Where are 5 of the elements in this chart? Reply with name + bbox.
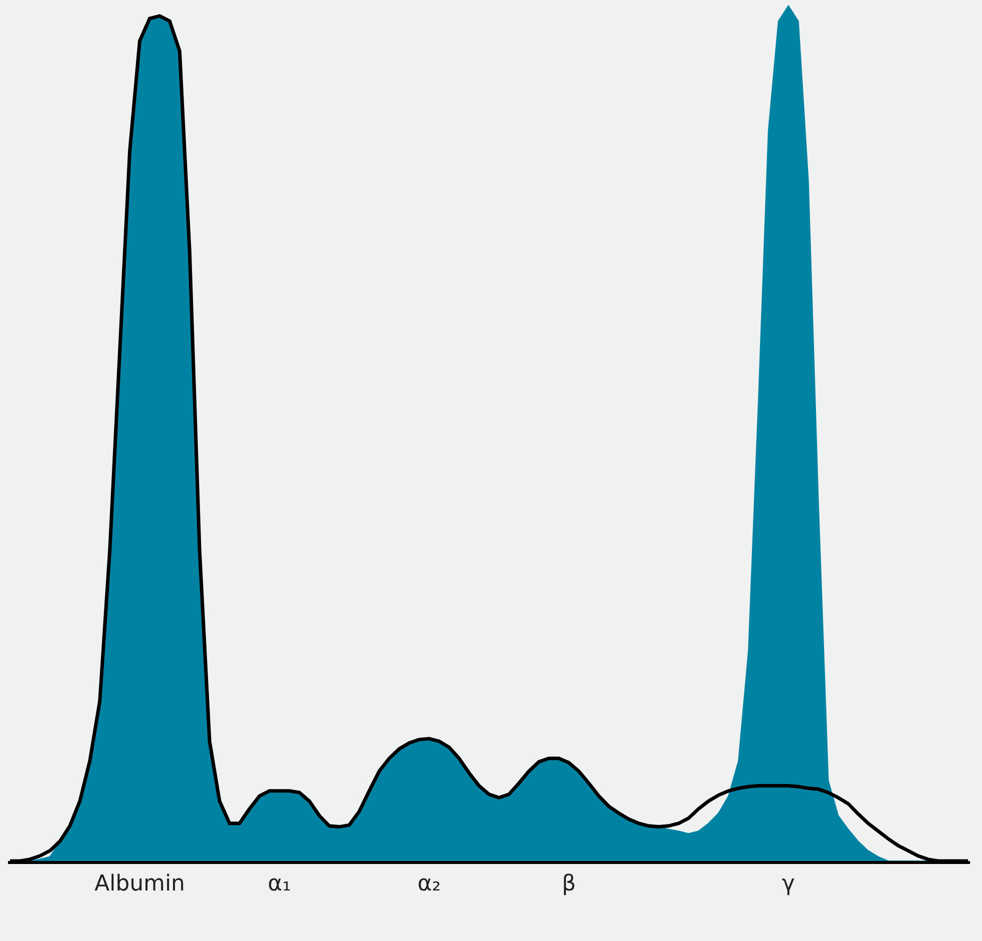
x-tick-label: γ	[782, 871, 795, 896]
x-tick-label: Albumin	[94, 871, 186, 896]
x-tick-label: β	[562, 871, 576, 896]
x-tick-label: α₂	[417, 871, 441, 896]
x-tick-label: α₁	[268, 871, 292, 896]
